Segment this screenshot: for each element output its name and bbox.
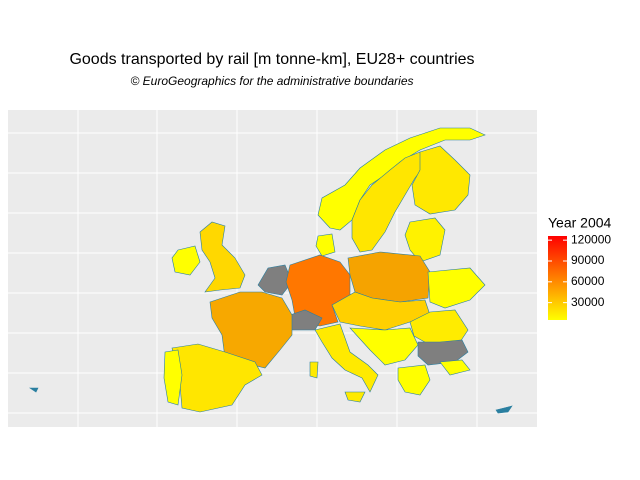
title: Goods transported by rail [m tonne-km], …: [69, 51, 474, 68]
legend-tick-label: 30000: [571, 295, 605, 309]
legend-tick-label: 90000: [571, 253, 605, 267]
legend-tick-label: 60000: [571, 274, 605, 288]
map-panel: [8, 110, 537, 427]
legend-tick-label: 120000: [571, 232, 611, 246]
subtitle: © EuroGeographics for the administrative…: [131, 74, 414, 88]
legend: Year 2004 30000 60000 90000 120000: [548, 215, 612, 320]
legend-colorbar: [548, 236, 567, 320]
legend-title: Year 2004: [548, 215, 612, 231]
countries: [29, 127, 513, 414]
